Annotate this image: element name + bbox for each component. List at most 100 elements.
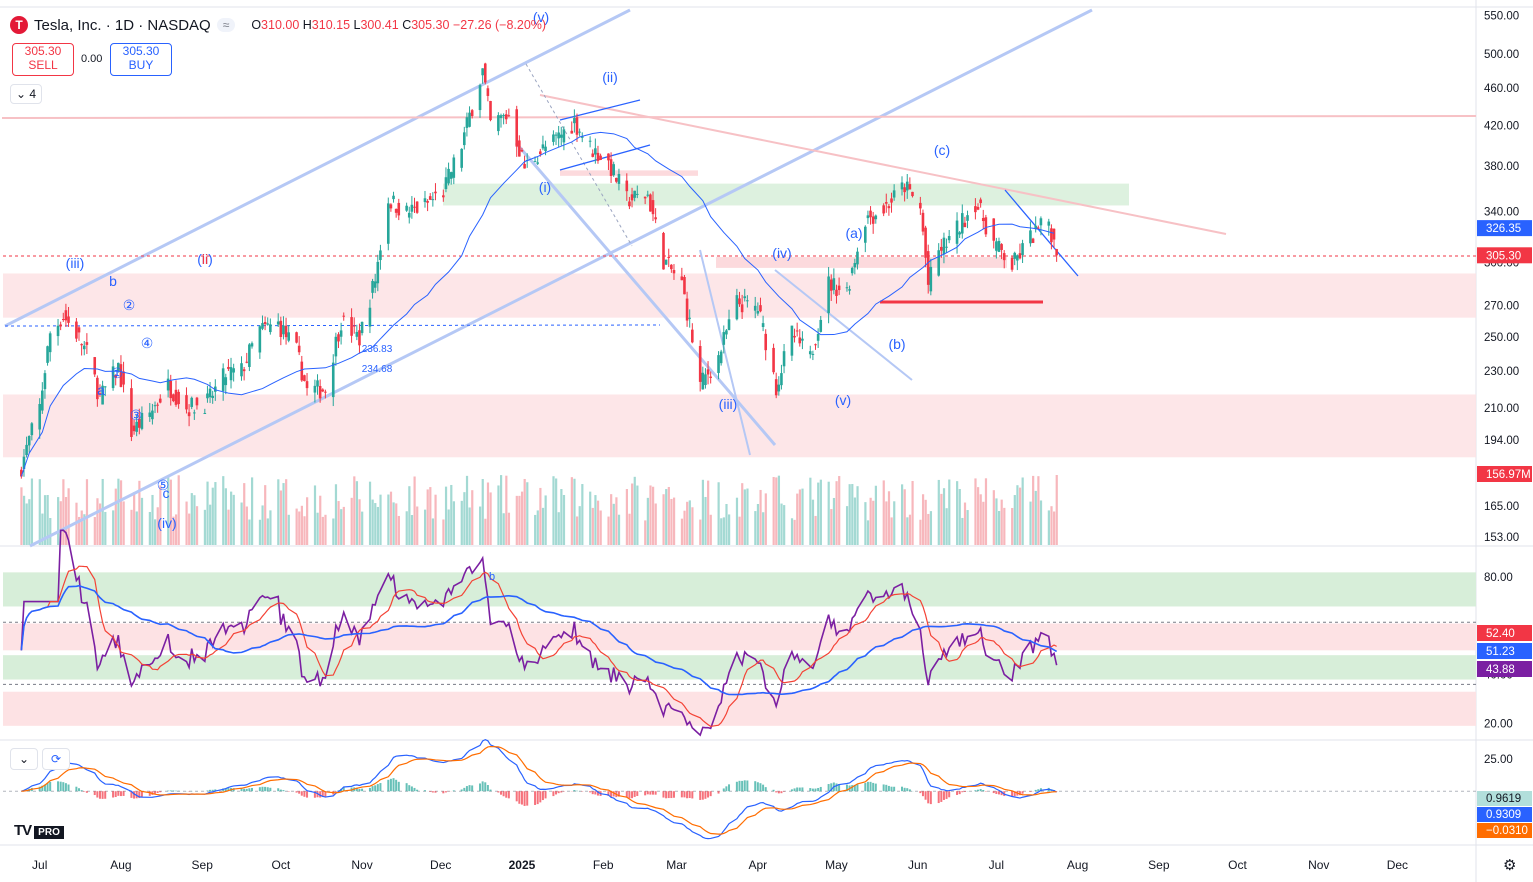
candle-body — [442, 195, 445, 198]
price-tick-label: 250.00 — [1484, 332, 1519, 344]
macd-hist-bar — [334, 791, 337, 792]
volume-bar — [350, 497, 353, 545]
price-tick-label: 420.00 — [1484, 120, 1519, 132]
macd-hist-bar — [683, 791, 686, 798]
volume-bar — [392, 502, 395, 545]
volume-bar — [358, 499, 361, 545]
candle-body — [1050, 228, 1053, 243]
volume-bar — [759, 489, 762, 545]
candle-body — [919, 202, 922, 209]
volume-bar — [570, 477, 573, 545]
sell-label: SELL — [28, 58, 58, 72]
candle-body — [389, 204, 393, 209]
candle-body — [258, 326, 262, 353]
volume-bar — [342, 506, 345, 545]
macd-hist-bar — [67, 784, 70, 792]
macd-hist-bar — [174, 790, 177, 792]
candle-body — [460, 148, 463, 168]
macd-hist-bar — [515, 791, 518, 802]
buy-button[interactable]: 305.30 BUY — [110, 43, 172, 76]
high-value: 310.15 — [311, 18, 351, 32]
sell-button[interactable]: 305.30 SELL — [12, 43, 74, 76]
volume-bar — [203, 509, 207, 545]
volume-bar — [526, 482, 529, 545]
candle-body — [795, 330, 799, 332]
candle-body — [360, 321, 364, 334]
candle-body — [43, 373, 47, 390]
candle-body — [740, 304, 744, 313]
candle-body — [793, 335, 796, 338]
macd-hist-bar — [919, 791, 922, 794]
refresh-button[interactable]: ⟳ — [42, 748, 70, 770]
candle-body — [452, 157, 456, 178]
macd-hist-bar — [610, 791, 613, 798]
volume-bar — [80, 510, 83, 545]
supply-zone — [443, 183, 1129, 206]
volume-bar — [764, 493, 767, 545]
candle-body — [518, 140, 521, 157]
volume-bar — [793, 519, 796, 545]
macd-hist-bar — [1013, 791, 1016, 797]
wave-label: ③ — [130, 407, 143, 423]
candle-body — [1018, 253, 1022, 259]
volume-badge-bg — [1477, 466, 1532, 482]
candle-body — [680, 276, 684, 281]
macd-hist-bar — [133, 791, 136, 799]
time-tick-label: Jul — [989, 858, 1004, 872]
wave-label: ⑤ — [157, 477, 170, 493]
candle-body — [313, 385, 317, 393]
candle-body — [77, 327, 81, 333]
volume-bar — [195, 506, 199, 545]
macd-hist-bar — [1011, 791, 1014, 797]
macd-hist-bar — [780, 791, 783, 794]
volume-bar — [963, 502, 967, 545]
symbol-title[interactable]: Tesla, Inc. · 1D · NASDAQ — [34, 16, 211, 34]
macd-hist-bar — [644, 791, 647, 796]
change-value: −27.26 (−8.20%) — [452, 18, 547, 32]
macd-hist-bar — [114, 791, 117, 798]
candle-body — [232, 368, 235, 373]
volume-bar — [995, 498, 998, 545]
price-tick-label: 210.00 — [1484, 403, 1519, 415]
candle-body — [903, 187, 906, 193]
candle-body — [940, 246, 943, 251]
volume-bar — [701, 479, 705, 545]
macd-hist-bar — [866, 781, 869, 792]
candle-body — [64, 310, 68, 321]
macd-hist-bar — [520, 791, 523, 805]
candle-body — [664, 259, 668, 265]
pane-collapse-button[interactable]: ⌄ — [10, 748, 38, 770]
indicator-collapse-button[interactable]: ⌄ 4 — [10, 84, 42, 104]
macd-hist-bar — [140, 791, 143, 797]
candle-body — [643, 196, 647, 199]
macd-hist-bar — [882, 784, 885, 792]
macd-hist-bar — [1037, 789, 1040, 792]
volume-bar — [851, 484, 854, 545]
indicator-toggle-icon[interactable]: ≈ — [216, 18, 236, 32]
candle-body — [819, 319, 823, 332]
volume-bar — [581, 484, 584, 545]
macd-hist-bar — [442, 791, 445, 794]
wedge-line — [559, 99, 641, 121]
macd-hist-bar — [395, 779, 398, 792]
candle-body — [1047, 221, 1051, 226]
volume-bar — [520, 491, 524, 545]
volume-bar — [193, 495, 196, 545]
candle-body — [958, 232, 961, 235]
close-value: 305.30 — [411, 18, 450, 32]
macd-hist-bar — [552, 791, 555, 797]
volume-bar — [340, 509, 343, 545]
candle-body — [890, 198, 893, 203]
candle-body — [533, 161, 537, 163]
wave-label: ④ — [141, 335, 154, 351]
volume-bar — [167, 476, 170, 545]
settings-gear-icon[interactable]: ⚙ — [1503, 857, 1517, 874]
candle-body — [573, 118, 576, 124]
volume-bar — [610, 494, 613, 545]
macd-hist-bar — [159, 791, 162, 793]
volume-bar — [966, 510, 969, 545]
rsi-tick-label: 20.00 — [1484, 718, 1513, 730]
candle-body — [772, 347, 775, 373]
candle-body — [963, 222, 967, 228]
